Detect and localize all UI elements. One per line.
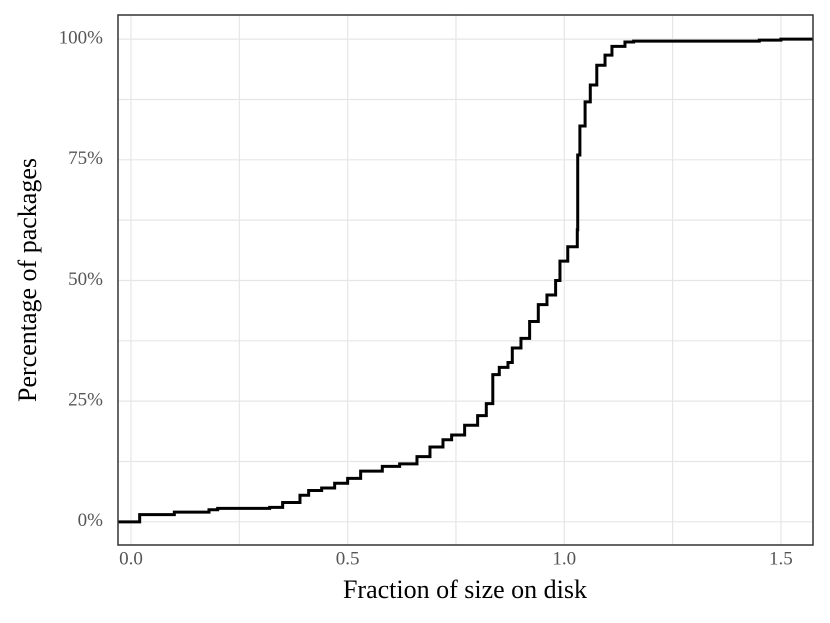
- y-tick-label: 100%: [59, 27, 104, 48]
- y-axis-label: Percentage of packages: [13, 158, 42, 402]
- data-line: [118, 37, 813, 524]
- plot-frame: [117, 14, 814, 546]
- x-tick-label: 1.5: [769, 548, 793, 569]
- y-tick-label: 50%: [68, 269, 103, 290]
- x-tick-label: 0.5: [336, 548, 360, 569]
- y-tick-label: 75%: [68, 148, 103, 169]
- y-tick-label: 0%: [78, 510, 104, 531]
- y-tick-label: 25%: [68, 390, 103, 411]
- x-axis-label: Fraction of size on disk: [343, 575, 587, 604]
- x-tick-label: 0.0: [119, 548, 143, 569]
- x-tick-label: 1.0: [552, 548, 576, 569]
